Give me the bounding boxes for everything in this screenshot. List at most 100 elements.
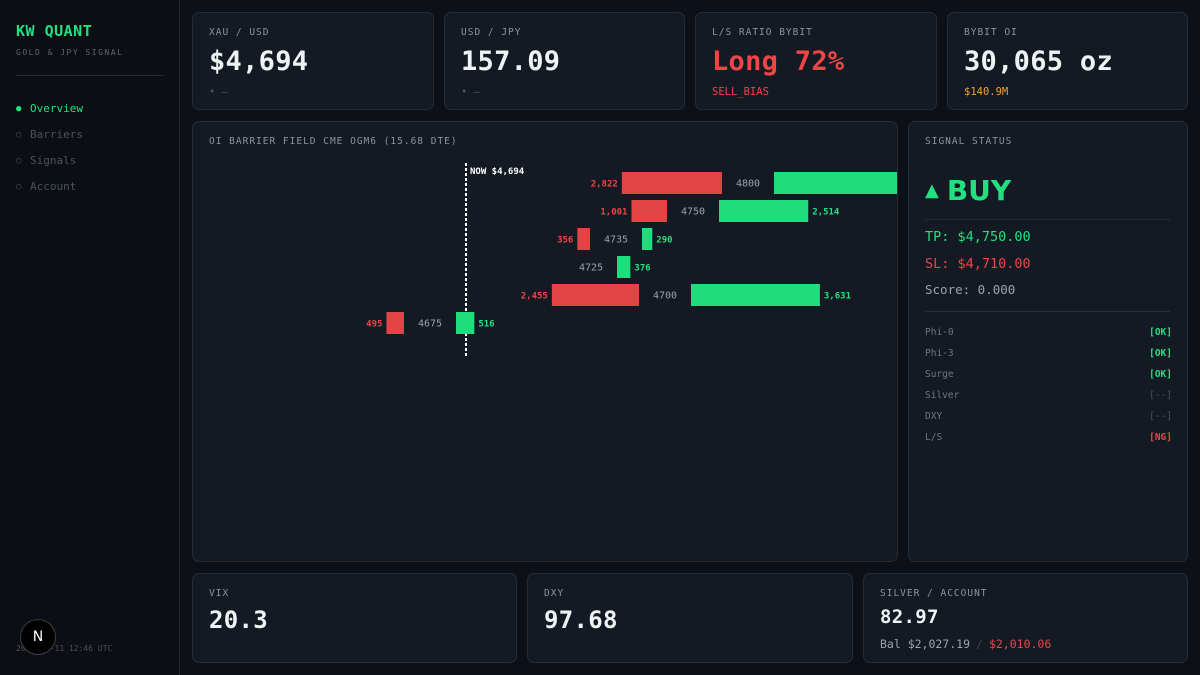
put-oi-label: 1,001 [600,208,627,218]
bias-badge: SELL_BIAS [712,86,769,98]
put-oi-bar [386,312,404,334]
account-equity: $2,010.06 [988,637,1052,651]
circle-icon: ○ [16,182,22,192]
brand-title: KW QUANT [16,22,93,40]
put-oi-label: 495 [366,320,382,330]
nav-item-barriers[interactable]: ○ Barriers [16,122,163,148]
usd-jpy-price: 157.09 [461,46,561,77]
timestamp: 2026-05-11 12:46 UTC [16,644,113,653]
check-row: L/S [NG] [925,427,1172,448]
card-label: BYBIT OI [964,27,1018,38]
vix-value: 20.3 [209,606,268,634]
signal-title: SIGNAL STATUS [925,136,1013,147]
strike-label: 4725 [579,263,603,274]
separator: / [976,637,983,651]
call-oi-label: 3,631 [824,292,851,302]
call-oi-bar [642,228,653,250]
check-name: Silver [925,390,960,401]
silver-price: 82.97 [880,606,939,628]
call-oi-bar [456,312,475,334]
card-label: USD / JPY [461,27,522,38]
usd-jpy-card: USD / JPY 157.09 • — [444,12,685,110]
strike-label: 4750 [681,207,705,218]
divider [925,311,1170,312]
now-price-label: NOW $4,694 [470,167,525,177]
vix-card: VIX 20.3 [192,573,517,663]
nextjs-badge-button[interactable]: N [20,619,56,655]
put-oi-bar [577,228,590,250]
signal-status-panel: SIGNAL STATUS ▲ BUY TP: $4,750.00 SL: $4… [908,121,1188,562]
card-sub: • — [209,86,228,98]
check-row: Silver [--] [925,385,1172,406]
check-status: [OK] [1149,348,1172,359]
check-name: Phi-0 [925,327,954,338]
call-oi-label: 2,514 [812,208,840,218]
bybit-oi-card: BYBIT OI 30,065 oz $140.9M [947,12,1188,110]
active-dot-icon: ● [16,104,22,114]
check-status: [OK] [1149,369,1172,380]
check-row: Surge [OK] [925,364,1172,385]
nav-label: Signals [30,154,77,167]
circle-icon: ○ [16,156,22,166]
silver-account-card: SILVER / ACCOUNT 82.97 Bal $2,027.19 / $2,… [863,573,1188,663]
oi-barrier-chart: NOW $4,694 4800 2,822 4750 1,001 2,514 4735 356… [366,163,897,358]
check-status: [OK] [1149,327,1172,338]
check-name: L/S [925,432,943,443]
dxy-value: 97.68 [544,606,618,634]
check-status: [NG] [1149,432,1172,443]
put-oi-bar [631,200,667,222]
brand-subtitle: GOLD & JPY SIGNAL [16,48,124,57]
strike-label: 4675 [418,319,442,330]
check-name: Phi-3 [925,348,954,359]
put-oi-bar [621,172,722,194]
bybit-oi-value: 30,065 oz [964,46,1113,77]
card-label: DXY [544,588,565,599]
card-label: VIX [209,588,230,599]
strike-label: 4700 [653,291,677,302]
check-name: DXY [925,411,943,422]
put-oi-label: 2,455 [521,292,548,302]
card-label: XAU / USD [209,27,270,38]
nav-label: Barriers [30,128,83,141]
call-oi-bar [719,200,809,222]
check-status: [--] [1149,390,1172,401]
nav-item-overview[interactable]: ● Overview [16,96,163,122]
call-oi-label: 290 [656,236,672,246]
up-triangle-icon: ▲ [925,180,939,201]
bybit-oi-usd: $140.9M [964,86,1009,98]
signal-score: Score: 0.000 [925,282,1016,297]
sidebar-divider [16,75,164,76]
call-oi-bar [774,172,897,194]
signal-direction: ▲ BUY [925,174,1011,207]
check-row: Phi-0 [OK] [925,322,1172,343]
card-label: SILVER / ACCOUNT [880,588,988,599]
account-balance: Bal $2,027.19 [880,637,971,651]
strike-label: 4735 [604,235,628,246]
take-profit: TP: $4,750.00 [925,229,1031,245]
strike-label: 4800 [736,179,760,190]
put-oi-label: 356 [557,236,573,246]
oi-barrier-panel: OI BARRIER FIELD CME OGM6 (15.68 DTE) NO… [192,121,898,562]
account-line: Bal $2,027.19 / $2,010.06 [880,637,1051,651]
check-name: Surge [925,369,954,380]
call-oi-bar [691,284,820,306]
card-sub: • — [461,86,480,98]
check-row: Phi-3 [OK] [925,343,1172,364]
stop-loss: SL: $4,710.00 [925,256,1031,272]
sidebar: KW QUANT GOLD & JPY SIGNAL ● Overview ○ … [0,0,180,675]
xau-usd-price: $4,694 [209,46,309,77]
card-label: L/S RATIO BYBIT [712,27,813,38]
check-row: DXY [--] [925,406,1172,427]
xau-usd-card: XAU / USD $4,694 • — [192,12,434,110]
check-list: Phi-0 [OK] Phi-3 [OK] Surge [OK] Silver … [925,322,1172,448]
divider [925,219,1170,220]
nav-item-account[interactable]: ○ Account [16,174,163,200]
circle-icon: ○ [16,130,22,140]
put-oi-bar [551,284,639,306]
check-status: [--] [1149,411,1172,422]
nav-item-signals[interactable]: ○ Signals [16,148,163,174]
nav-label: Account [30,180,77,193]
ls-ratio-card: L/S RATIO BYBIT Long 72% SELL_BIAS [695,12,937,110]
put-oi-label: 2,822 [591,180,618,190]
call-oi-label: 376 [634,264,650,274]
